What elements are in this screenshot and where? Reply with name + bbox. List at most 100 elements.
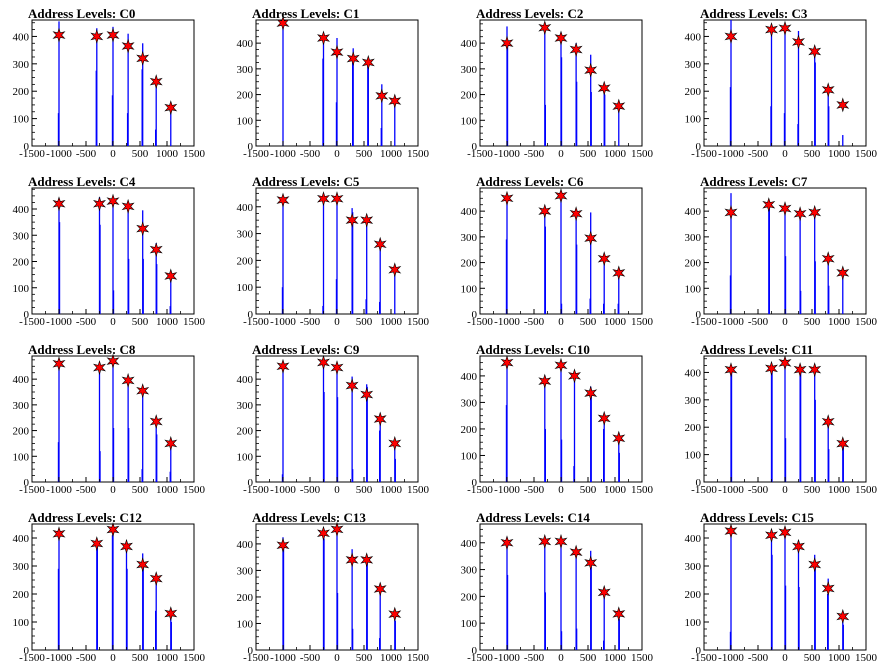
chart-panel-c2: 0 100 200 300 400 -1500 -1000 -500 0 500 1000 1500 A…	[448, 0, 672, 168]
chart-title: Address Levels: C1	[252, 6, 360, 21]
y-tick-label: 400	[237, 38, 254, 50]
y-tick-label: 100	[461, 115, 478, 127]
peak-marker	[164, 435, 178, 451]
chart-panel-c8: 0 100 200 300 400 -1500 -1000 -500 0 500 1000 1500 A…	[0, 336, 224, 504]
y-tick-label: 0	[248, 309, 254, 321]
x-tick-label: -1000	[718, 316, 744, 328]
chart-title: Address Levels: C9	[252, 342, 360, 357]
y-tick-label: 0	[696, 309, 702, 321]
x-tick-label: -500	[524, 316, 545, 328]
y-tick-label: 0	[696, 477, 702, 489]
x-tick-label: 500	[580, 148, 597, 160]
x-tick-label: 1000	[828, 484, 851, 496]
x-tick-label: 1000	[604, 484, 627, 496]
y-tick-label: 200	[13, 257, 30, 269]
peak-marker	[106, 193, 120, 209]
y-tick-label: 100	[461, 618, 478, 630]
chart-title: Address Levels: C6	[476, 174, 584, 189]
peak-marker	[276, 358, 290, 374]
chart-panel-c6: 0 100 200 300 400 -1500 -1000 -500 0 500 1000 1500 A…	[448, 168, 672, 336]
peak-marker	[90, 28, 104, 44]
peak-marker	[538, 533, 552, 549]
x-tick-label: -500	[76, 316, 97, 328]
x-tick-label: 500	[580, 484, 597, 496]
y-tick-label: 400	[237, 202, 254, 214]
y-tick-label: 0	[696, 141, 702, 153]
x-tick-label: -1500	[691, 148, 717, 160]
chart-panel-c4: 0 100 200 300 400 -1500 -1000 -500 0 500 1000 1500 A…	[0, 168, 224, 336]
x-tick-label: 500	[356, 148, 373, 160]
x-tick-label: -500	[748, 484, 769, 496]
x-tick-label: 500	[132, 484, 149, 496]
chart-title: Address Levels: C13	[252, 510, 366, 525]
x-tick-label: 1000	[156, 148, 179, 160]
x-tick-label: 0	[110, 316, 116, 328]
peak-marker	[792, 538, 805, 554]
y-tick-label: 400	[461, 38, 478, 50]
y-tick-label: 100	[461, 450, 478, 462]
x-tick-label: 0	[558, 484, 564, 496]
x-tick-label: 500	[356, 484, 373, 496]
chart-svg-c12: 0 100 200 300 400 -1500 -1000 -500 0 500 1000 1500	[13, 522, 206, 664]
x-tick-label: 1000	[156, 484, 179, 496]
chart-title: Address Levels: C10	[476, 342, 590, 357]
y-tick-label: 300	[13, 400, 30, 412]
x-tick-label: -1000	[46, 484, 72, 496]
peak-marker	[821, 82, 835, 98]
peak-marker	[52, 526, 66, 542]
chart-svg-c3: 0 100 200 300 400 -1500 -1000 -500 0 500 1000 1500	[685, 19, 878, 160]
x-tick-label: 1000	[828, 316, 851, 328]
peak-marker	[724, 362, 738, 378]
y-tick-label: 100	[461, 283, 478, 295]
y-tick-label: 0	[24, 477, 30, 489]
x-tick-label: 1000	[156, 316, 179, 328]
chart-panel-c7: 0 100 200 300 400 -1500 -1000 -500 0 500 1000 1500 A…	[672, 168, 896, 336]
chart-title: Address Levels: C14	[476, 510, 590, 525]
y-tick-label: 100	[237, 282, 254, 294]
y-tick-label: 0	[472, 141, 478, 153]
y-tick-label: 300	[461, 232, 478, 244]
y-tick-label: 200	[685, 258, 702, 270]
x-tick-label: 1500	[407, 148, 430, 160]
peak-marker	[360, 387, 374, 403]
x-tick-label: 500	[132, 148, 149, 160]
y-tick-label: 400	[685, 206, 702, 218]
y-tick-label: 300	[237, 64, 254, 76]
chart-svg-c15: 0 100 200 300 400 -1500 -1000 -500 0 500 1000 1500	[685, 523, 878, 664]
chart-svg-c6: 0 100 200 300 400 -1500 -1000 -500 0 500 1000 1500	[461, 187, 654, 328]
y-tick-label: 300	[13, 59, 30, 71]
chart-title: Address Levels: C5	[252, 174, 360, 189]
x-tick-label: -1500	[467, 148, 493, 160]
peak-marker	[317, 354, 330, 370]
x-tick-label: 0	[782, 148, 788, 160]
x-tick-label: -500	[300, 148, 321, 160]
peak-marker	[360, 212, 374, 228]
peak-marker	[584, 385, 598, 401]
chart-svg-c11: 0 100 200 300 400 -1500 -1000 -500 0 500 1000 1500	[685, 355, 878, 496]
peak-marker	[93, 196, 106, 212]
x-tick-label: 1500	[183, 484, 206, 496]
y-tick-label: 0	[248, 645, 254, 657]
peak-marker	[52, 356, 66, 372]
chart-panel-c10: 0 100 200 300 400 -1500 -1000 -500 0 500 1000 1500 A…	[448, 336, 672, 504]
x-tick-label: 0	[334, 652, 340, 664]
y-tick-label: 400	[461, 538, 478, 550]
chart-panel-c14: 0 100 200 300 400 -1500 -1000 -500 0 500 1000 1500 A…	[448, 504, 672, 672]
x-tick-label: 1500	[407, 484, 430, 496]
y-tick-label: 100	[13, 283, 30, 295]
chart-title: Address Levels: C3	[700, 6, 808, 21]
y-tick-label: 200	[461, 424, 478, 436]
x-tick-label: 500	[580, 316, 597, 328]
x-tick-label: 1000	[380, 484, 403, 496]
x-tick-label: -500	[300, 484, 321, 496]
peak-marker	[136, 221, 150, 237]
chart-svg-c4: 0 100 200 300 400 -1500 -1000 -500 0 500 1000 1500	[13, 187, 206, 328]
y-tick-label: 400	[13, 533, 30, 545]
x-tick-label: -500	[524, 148, 545, 160]
x-tick-label: 1500	[631, 148, 654, 160]
chart-svg-c2: 0 100 200 300 400 -1500 -1000 -500 0 500 1000 1500	[461, 19, 654, 160]
x-tick-label: 500	[804, 316, 821, 328]
peak-marker	[373, 236, 387, 252]
peak-marker	[778, 201, 792, 217]
